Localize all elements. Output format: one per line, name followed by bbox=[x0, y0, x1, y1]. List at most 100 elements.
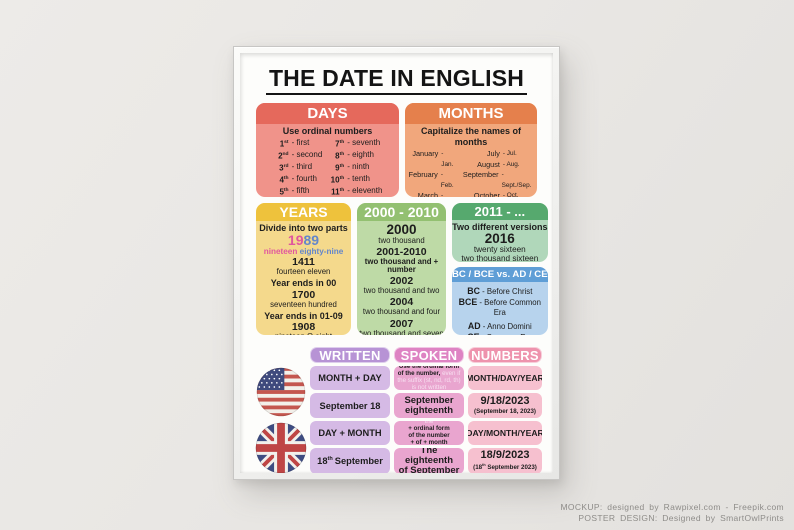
era-abbr: BCE bbox=[458, 296, 478, 307]
cell-month-day: MONTH + DAY bbox=[310, 366, 390, 390]
year-number: 2004 bbox=[389, 296, 414, 309]
year-number: 2001-2010 bbox=[376, 245, 427, 258]
spoken-rule-light: even if the suffix (st, nd, rd, th) is n… bbox=[397, 370, 461, 390]
era-item: CE - Common Era bbox=[452, 332, 548, 335]
era-meaning: - Before Christ bbox=[482, 286, 533, 296]
ordinal-day-item: 3rd - third bbox=[273, 162, 323, 174]
section-2011: 2011 - ... Two different versions 2016 t… bbox=[452, 203, 548, 262]
ordinal-number: 4th bbox=[279, 175, 289, 185]
days-col-left: 1st - first 2nd - second bbox=[273, 138, 323, 197]
year-1989-second-word: eighty-nine bbox=[299, 247, 344, 256]
spoken-line: of the number bbox=[408, 432, 450, 439]
credit-line-mockup: MOCKUP: designed by Rawpixel.com - Freep… bbox=[560, 502, 784, 512]
year-1989-second: 89 bbox=[303, 232, 320, 248]
numbers-note: (September 18, 2023) bbox=[474, 408, 536, 415]
month-abbr: - Jan. bbox=[441, 150, 454, 168]
cell-spoken-rule-us: Use the ordinal form of the number, even… bbox=[394, 366, 464, 390]
uk-flag-icon bbox=[255, 422, 307, 474]
ordinal-day-item: 4th - fourth bbox=[273, 174, 323, 186]
ordinal-number: 2nd bbox=[278, 151, 289, 161]
date-format-table: WRITTEN SPOKEN NUMBERS bbox=[255, 347, 542, 474]
mockup-credits: MOCKUP: designed by Rawpixel.com - Freep… bbox=[560, 502, 784, 524]
2000s-list: 2000 two thousand 2001-2010 two thousand… bbox=[357, 223, 446, 335]
ordinal-number: 11th bbox=[331, 187, 345, 197]
ordinal-number: 7th bbox=[335, 139, 345, 149]
written-pre: 18 bbox=[317, 456, 328, 467]
days-columns: 1st - first 2nd - second bbox=[256, 138, 399, 197]
cell-september-eighteenth: September eighteenth bbox=[394, 393, 464, 418]
year-words: two thousand and two bbox=[363, 286, 440, 296]
month-abbr: - Jul. bbox=[502, 150, 517, 157]
2011-header: 2011 - ... bbox=[452, 203, 548, 220]
ordinal-number: 5th bbox=[279, 187, 289, 197]
spoken-line: + of + month bbox=[410, 438, 448, 445]
years-header: YEARS bbox=[256, 203, 351, 221]
year-1989-first: 19 bbox=[287, 232, 304, 248]
month-item: January - Jan. bbox=[408, 149, 457, 170]
ordinal-day-item: 8th - eighth bbox=[328, 150, 382, 162]
month-name: August bbox=[477, 159, 500, 169]
cell-18-9-2023: 18/9/2023 (18th September 2023) bbox=[468, 448, 542, 473]
note-post: September 2023) bbox=[485, 464, 537, 472]
column-2011-eras: 2011 - ... Two different versions 2016 t… bbox=[452, 203, 548, 335]
year-1989-words: nineteen eighty-nine bbox=[256, 247, 351, 256]
column-header-written: WRITTEN bbox=[310, 347, 390, 363]
cell-the-eighteenth: The eighteenth of September bbox=[394, 448, 464, 473]
section-years: YEARS Divide into two parts 1989 ninetee… bbox=[256, 203, 351, 335]
month-abbr: - Oct. bbox=[502, 192, 519, 197]
written-sup: th bbox=[327, 455, 333, 462]
ordinal-day-item: 11th - eleventh bbox=[328, 186, 382, 197]
written-post: September bbox=[334, 456, 383, 467]
month-name: January bbox=[412, 149, 439, 158]
poster-frame: THE DATE IN ENGLISH DAYS Use ordinal num… bbox=[233, 46, 560, 480]
years-subtitle: Divide into two parts bbox=[259, 223, 348, 233]
spoken-line: The eighteenth bbox=[404, 448, 454, 466]
eras-group-bc: BC - Before Christ BCE - Before Common E… bbox=[452, 286, 548, 318]
month-name: October bbox=[473, 191, 500, 197]
cell-month-day-year: MONTH/DAY/YEAR bbox=[468, 366, 542, 390]
ordinal-day-item: 10th - tenth bbox=[328, 174, 382, 186]
year-words: two thousand bbox=[378, 235, 425, 245]
cell-day-month: DAY + MONTH bbox=[310, 421, 390, 445]
spoken-line: of September bbox=[398, 465, 460, 474]
year-example: 2002 two thousand and two bbox=[357, 276, 446, 295]
year-example: 2007 two thousand and seven bbox=[357, 318, 446, 335]
spoken-rule-text: Use the ordinal form of the number, even… bbox=[396, 366, 462, 390]
row-days-months: DAYS Use ordinal numbers 1st - first bbox=[256, 103, 537, 197]
year-words: two thousand and + number bbox=[364, 256, 439, 274]
section-days: DAYS Use ordinal numbers 1st - first bbox=[256, 103, 399, 197]
era-meaning: - Common Era bbox=[482, 333, 533, 335]
year-1700-words: seventeen hundred bbox=[270, 299, 337, 309]
spoken-line: the bbox=[424, 421, 434, 426]
numbers-value: 9/18/2023 bbox=[480, 395, 530, 407]
year-1989-first-word: nineteen bbox=[263, 247, 298, 256]
ordinal-number: 10th bbox=[330, 175, 345, 185]
year-2016: 2016 bbox=[484, 230, 515, 246]
ordinal-word: - fourth bbox=[291, 174, 317, 184]
us-flag-icon bbox=[256, 367, 306, 417]
year-words: two thousand and seven bbox=[359, 328, 444, 335]
ordinal-number: 9th bbox=[335, 163, 345, 173]
ordinal-day-item: 9th - ninth bbox=[328, 162, 382, 174]
ordinal-word: - eleventh bbox=[347, 186, 383, 196]
year-1700: 1700 bbox=[291, 288, 316, 301]
eras-header: BC / BCE vs. AD / CE bbox=[452, 267, 548, 282]
2000-2010-header: 2000 - 2010 bbox=[357, 203, 446, 221]
month-item: August - Aug. bbox=[463, 160, 534, 171]
ordinal-word: - eighth bbox=[347, 150, 374, 160]
column-header-spoken: SPOKEN bbox=[394, 347, 464, 363]
month-name: February bbox=[408, 170, 438, 180]
ordinal-number: 3rd bbox=[279, 163, 289, 173]
cell-september-18: September 18 bbox=[310, 393, 390, 418]
era-abbr: AD bbox=[467, 321, 481, 331]
months-columns: January - Jan. February - Feb. bbox=[405, 149, 537, 197]
year-2016-words-2: two thousand sixteen bbox=[461, 254, 539, 262]
days-list-left: 1st - first 2nd - second bbox=[273, 138, 323, 197]
era-abbr: CE bbox=[467, 332, 479, 335]
ordinal-word: - third bbox=[291, 162, 313, 172]
ordinal-word: - tenth bbox=[347, 174, 370, 184]
month-abbr: - Sept./Sep. bbox=[501, 171, 532, 189]
month-item: July - Jul. bbox=[463, 149, 534, 160]
month-name: July bbox=[486, 149, 500, 158]
